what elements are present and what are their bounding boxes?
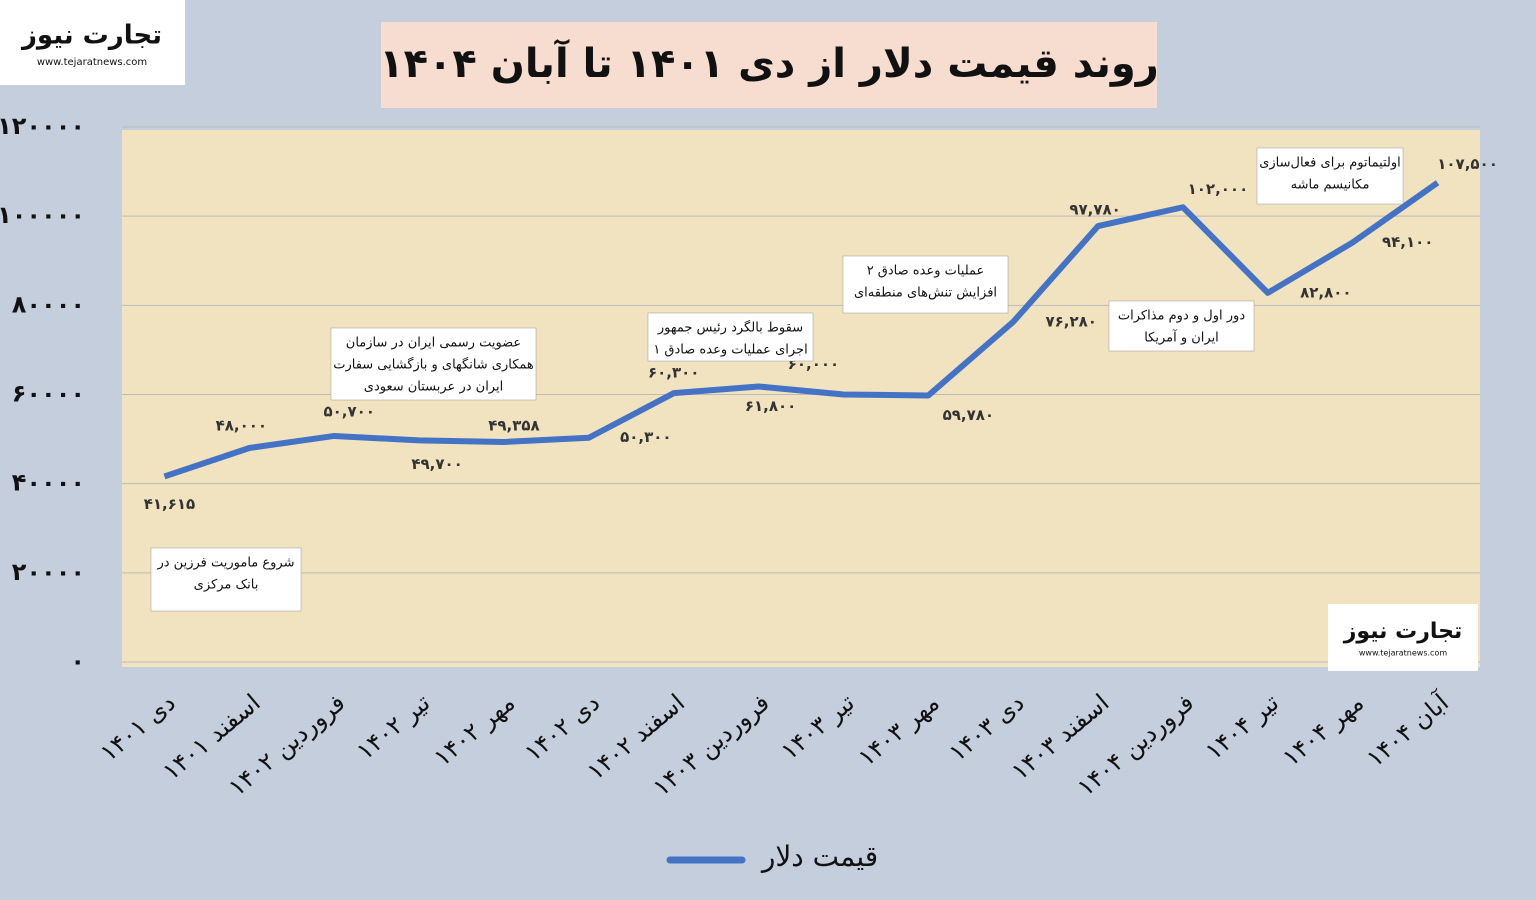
data-label: ۴۹,۳۵۸ (488, 416, 539, 434)
annotation-text: شروع ماموریت فرزین در (156, 556, 294, 571)
data-label: ۵۹,۷۸۰ (943, 406, 994, 424)
y-tick-label: ۰ (70, 647, 85, 675)
annotation-text: همکاری شانگهای و بازگشایی سفارت (333, 357, 534, 373)
logo-url: www.tejaratnews.com (1359, 649, 1447, 658)
annotation-box (330, 327, 537, 401)
title-box (381, 22, 1157, 108)
data-label: ۷۶,۲۸۰ (1045, 312, 1096, 330)
annotation-text: ایران و آمریکا (1144, 329, 1219, 346)
annotation-box (1256, 147, 1404, 205)
chart-title: روند قیمت دلار از دی ۱۴۰۱ تا آبان ۱۴۰۴ (379, 38, 1159, 87)
legend-label: قیمت دلار (760, 840, 878, 873)
y-tick-label: ۱۲۰۰۰۰ (0, 112, 85, 140)
y-tick-label: ۲۰۰۰۰ (12, 558, 85, 586)
data-label: ۴۹,۷۰۰ (411, 455, 462, 473)
annotation-box (1108, 300, 1255, 352)
plot-area (122, 130, 1480, 667)
logo-name: تجارت نیوز (20, 21, 162, 51)
annotation-box (842, 255, 1009, 314)
data-label: ۴۱,۶۱۵ (144, 495, 195, 513)
annotation-text: عملیات وعده صادق ۲ (867, 264, 985, 279)
annotation-text: اجرای عملیات وعده صادق ۱ (653, 343, 807, 358)
annotation-text: سقوط بالگرد رئیس جمهور (657, 320, 803, 336)
y-tick-label: ۶۰۰۰۰ (12, 380, 85, 408)
data-label: ۱۰۲,۰۰۰ (1188, 180, 1249, 198)
annotation-text: بانک مرکزی (194, 578, 259, 593)
annotation-box (150, 547, 302, 612)
logo-box (0, 0, 185, 85)
annotation-text: ایران در عربستان سعودی (364, 380, 503, 395)
annotation-text: دور اول و دوم مذاکرات (1118, 309, 1245, 324)
y-tick-label: ۱۰۰۰۰۰ (0, 201, 85, 229)
annotation-box (647, 312, 814, 362)
logo-name: تجارت نیوز (1343, 619, 1463, 644)
data-label: ۹۷,۷۸۰ (1069, 201, 1120, 219)
data-label: ۴۸,۰۰۰ (216, 417, 267, 435)
series-line (163, 180, 1440, 480)
y-tick-label: ۴۰۰۰۰ (12, 469, 85, 497)
data-label: ۸۲,۸۰۰ (1300, 283, 1351, 301)
annotation-text: افزایش تنش‌های منطقه‌ای (854, 286, 997, 301)
annotation-text: عضویت رسمی ایران در سازمان (346, 336, 521, 351)
data-label: ۶۰,۳۰۰ (648, 364, 699, 382)
logo-box (1328, 604, 1478, 671)
logo-url: www.tejaratnews.com (37, 57, 147, 68)
data-label: ۹۴,۱۰۰ (1382, 233, 1433, 251)
data-label: ۵۰,۳۰۰ (620, 428, 671, 446)
data-label: ۱۰۷,۵۰۰ (1437, 155, 1498, 173)
annotation-text: اولتیماتوم برای فعال‌سازی (1259, 156, 1401, 171)
annotation-text: مکانیسم ماشه (1291, 178, 1370, 193)
y-tick-label: ۸۰۰۰۰ (12, 290, 85, 318)
data-label: ۶۱,۸۰۰ (745, 397, 796, 415)
data-label: ۵۰,۷۰۰ (323, 402, 374, 420)
